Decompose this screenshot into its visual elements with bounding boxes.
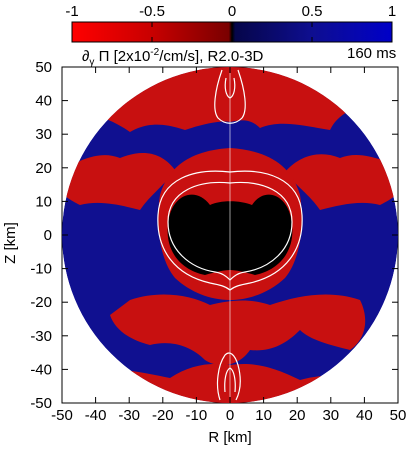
colorbar-tick-label: 0.5 [302, 3, 323, 20]
y-tick-label: 30 [35, 126, 52, 143]
region-positive-upper-right [285, 154, 398, 210]
y-tick-label: -10 [30, 261, 52, 278]
y-tick-label: -30 [30, 328, 52, 345]
colorbar-tick-label: -0.5 [139, 3, 165, 20]
title-symbol: Π [2x10 [94, 48, 150, 65]
colorbar: -1 -0.5 0 0.5 1 [65, 3, 396, 43]
region-positive-lower [110, 294, 366, 366]
y-tick-label: 50 [35, 59, 52, 76]
x-tick-label: -40 [85, 407, 107, 424]
x-tick-label: 10 [255, 407, 272, 424]
title-exponent: -2 [150, 47, 159, 58]
y-tick-label: 0 [44, 227, 52, 244]
colorbar-tick-label: -1 [65, 3, 78, 20]
heatmap-disc [62, 67, 398, 403]
x-tick-label: -20 [152, 407, 174, 424]
x-axis-label: R [km] [208, 429, 251, 446]
title-units: /cm/s], R2.0-3D [159, 48, 263, 65]
y-tick-label: 20 [35, 160, 52, 177]
contour-bottom-plume [216, 352, 241, 401]
x-tick-label: 40 [356, 407, 373, 424]
x-tick-label: -50 [51, 407, 73, 424]
time-label: 160 ms [347, 45, 396, 62]
y-tick-label: -20 [30, 294, 52, 311]
colorbar-tick-label: 1 [388, 3, 396, 20]
x-tick-label: -30 [118, 407, 140, 424]
title-quantity-subscript: γ [89, 57, 94, 68]
y-tick-label: -50 [30, 395, 52, 412]
y-tick-label: 10 [35, 193, 52, 210]
x-tick-label: 20 [289, 407, 306, 424]
contour-lines [157, 69, 303, 401]
y-axis-label: Z [km] [2, 222, 19, 264]
y-axis: 50 40 30 20 10 0 -10 -20 -30 -40 -50 [30, 59, 398, 412]
colorbar-ticks: -1 -0.5 0 0.5 1 [65, 3, 396, 42]
x-tick-label: 50 [390, 407, 407, 424]
colorbar-tick-label: 0 [228, 3, 236, 20]
x-axis: -50 -40 -30 -20 -10 0 10 20 30 40 50 [51, 67, 406, 424]
x-tick-label: -10 [186, 407, 208, 424]
x-tick-label: 30 [322, 407, 339, 424]
y-tick-label: 40 [35, 93, 52, 110]
region-positive-upper-left [62, 153, 175, 210]
chart-title: ∂γ Π [2x10-2/cm/s], R2.0-3D [82, 47, 264, 68]
x-tick-label: 0 [226, 407, 234, 424]
y-tick-label: -40 [30, 361, 52, 378]
title-quantity: ∂ [82, 48, 89, 65]
